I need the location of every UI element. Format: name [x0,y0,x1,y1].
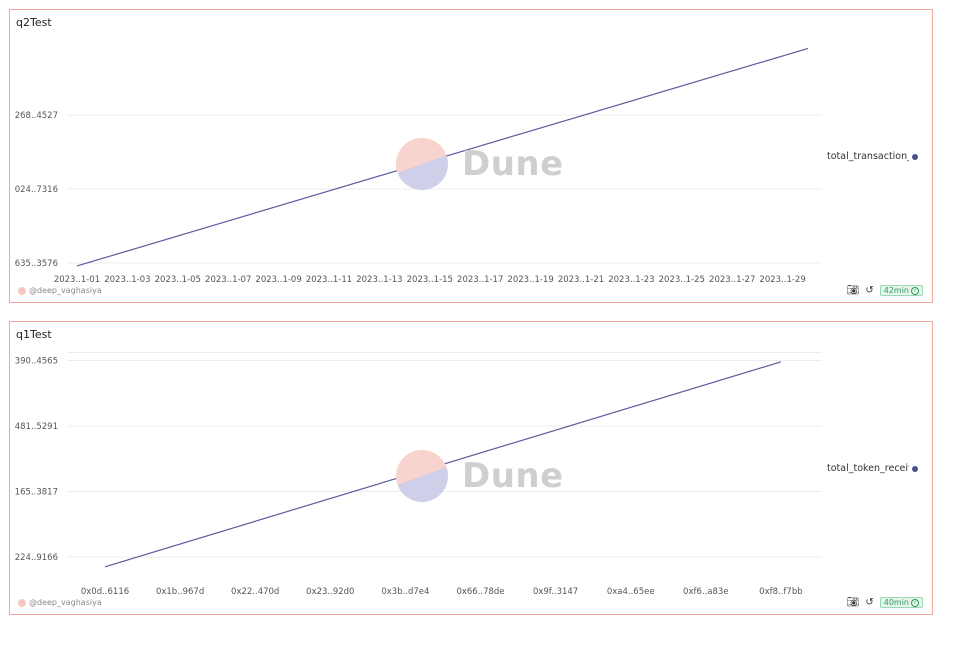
x-tick-label: 0x9f..3147 [533,587,578,597]
x-tick-label: 0x1b..967d [156,587,204,597]
x-tick-label: 2023..1-13 [356,275,402,285]
x-tick-label: 0x23..92d0 [306,587,354,597]
x-tick-label: 2023..1-25 [659,275,705,285]
check-circle-icon: ✓ [911,286,919,295]
y-tick-label: 165..3817 [15,488,58,498]
dune-logo-icon [396,138,448,190]
x-tick-label: 2023..1-07 [205,275,251,285]
y-tick-label: 268..4527 [15,111,58,121]
watermark-text: Dune [462,456,564,496]
y-tick-label: 224..9166 [15,553,58,563]
x-tick-label: 2023..1-15 [407,275,453,285]
avatar [18,286,26,295]
watermark-text: Dune [462,144,564,184]
y-tick-label: 481..5291 [15,422,58,432]
x-tick-label: 2023..1-09 [255,275,301,285]
chart-q1-svg: 224..9166 165..3817 481..5291 390..4565 0x0d… [15,352,822,597]
x-tick-label: 0xa4..65ee [607,587,655,597]
x-tick-label: 2023..1-17 [457,275,503,285]
refresh-time: 40min [883,598,909,607]
panel-title: q1Test [16,328,52,341]
legend-dot-icon [912,153,918,160]
refresh-icon[interactable]: ↺ [865,284,874,296]
x-tick-label: 2023..1-29 [759,275,805,285]
dune-watermark: Dune [396,448,563,504]
chart-panel-q2: 635..3576 024..7316 268..4527 2023..1-01 202… [9,9,933,303]
x-tick-label: 0x22..470d [231,587,279,597]
panel-title: q2Test [16,16,52,29]
refresh-status-badge: 42min ✓ [879,285,923,296]
panel-footer-tools: 📷︎ ↺ 40min ✓ [847,597,923,608]
x-tick-label: 2023..1-21 [558,275,604,285]
author-name: @deep_vaghasiya [29,598,102,607]
x-tick-label: 0x3b..d7e4 [381,587,429,597]
panel-footer-tools: 📷︎ ↺ 42min ✓ [847,285,923,296]
x-tick-label: 0xf8..f7bb [759,587,802,597]
camera-icon[interactable]: 📷︎ [846,596,860,608]
x-tick-label: 2023..1-27 [709,275,755,285]
avatar [18,598,26,607]
x-tick-label: 2023..1-23 [608,275,654,285]
legend-label: total_token_receiv [827,463,909,474]
author-name: @deep_vaghasiya [29,286,102,295]
refresh-status-badge: 40min ✓ [879,597,923,608]
refresh-time: 42min [883,286,909,295]
y-tick-label: 390..4565 [15,357,58,367]
y-tick-label: 635..3576 [15,259,58,269]
x-tick-label: 2023..1-19 [507,275,553,285]
y-tick-label: 024..7316 [15,185,58,195]
chart-panel-q1: 224..9166 165..3817 481..5291 390..4565 0x0d… [9,321,933,615]
x-tick-label: 2023..1-05 [155,275,201,285]
dune-logo-icon [396,450,448,502]
camera-icon[interactable]: 📷︎ [846,284,860,296]
x-tick-label: 2023..1-11 [306,275,352,285]
x-tick-label: 2023..1-01 [54,275,100,285]
chart-q2-svg: 635..3576 024..7316 268..4527 2023..1-01 202… [15,47,822,285]
refresh-icon[interactable]: ↺ [865,596,874,608]
author-link[interactable]: @deep_vaghasiya [18,286,102,295]
x-tick-label: 2023..1-03 [104,275,150,285]
legend-label: total_transaction_ [827,151,909,162]
legend-item[interactable]: total_token_receiv [827,463,918,474]
x-tick-label: 0xf6..a83e [683,587,729,597]
check-circle-icon: ✓ [911,598,919,607]
x-tick-label: 0x0d..6116 [81,587,129,597]
author-link[interactable]: @deep_vaghasiya [18,598,102,607]
legend-item[interactable]: total_transaction_ [827,151,918,162]
dune-watermark: Dune [396,136,563,192]
legend-dot-icon [912,465,918,472]
x-tick-label: 0x66..78de [456,587,504,597]
